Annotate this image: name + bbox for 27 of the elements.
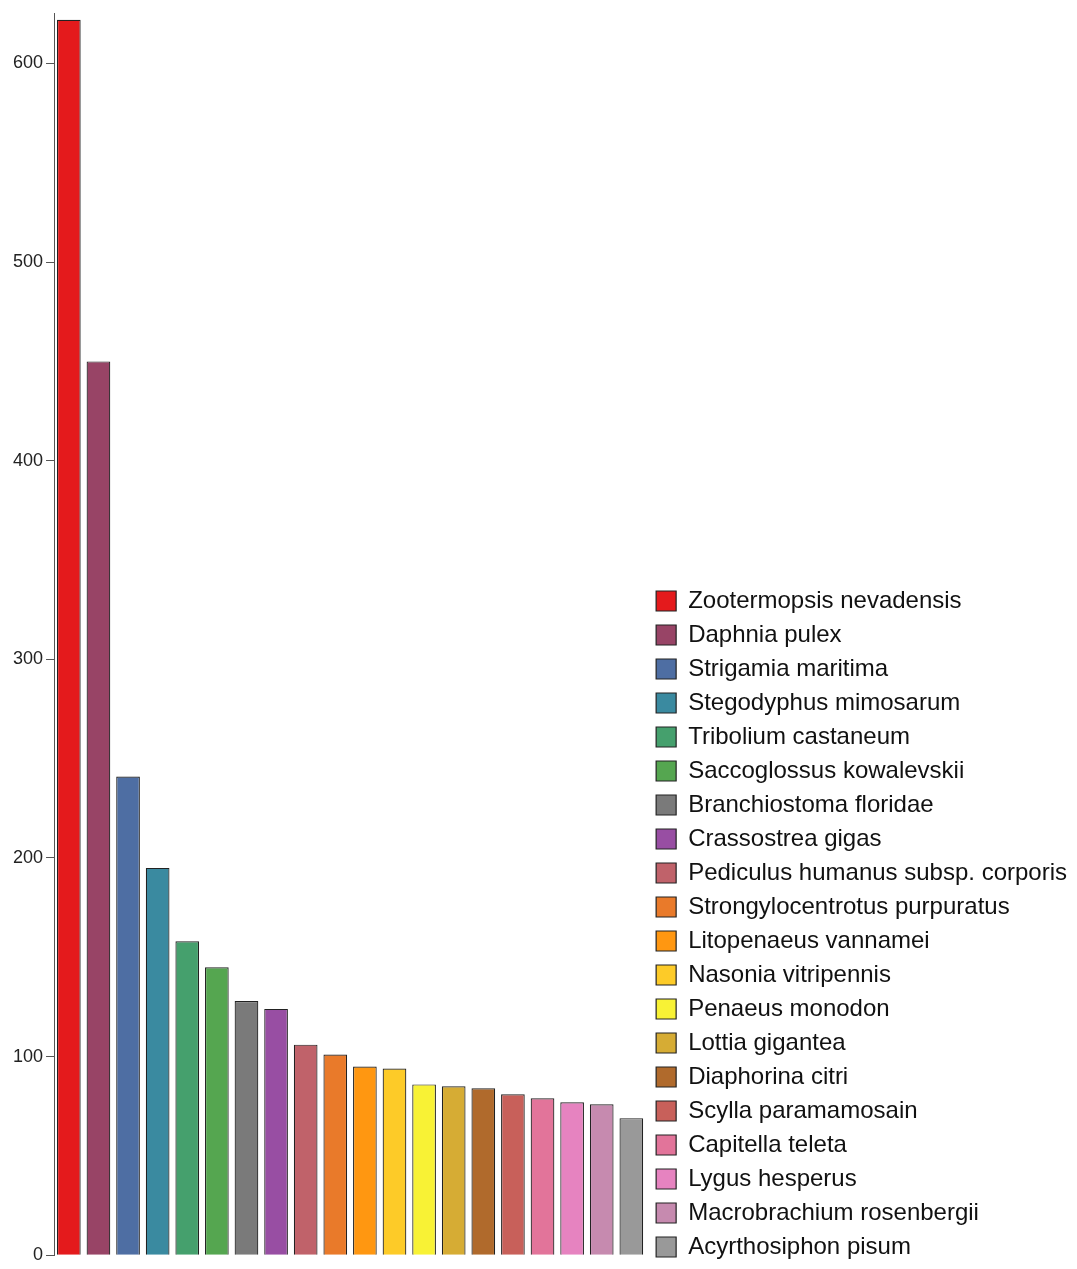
legend-label: Penaeus monodon <box>688 993 890 1021</box>
legend-label: Nasonia vitripennis <box>688 959 891 987</box>
y-tick-label: 200 <box>12 846 44 867</box>
y-tick-label: 600 <box>12 52 44 73</box>
legend-label: Branchiostoma floridae <box>688 789 934 817</box>
legend-label: Saccoglossus kowalevskii <box>688 755 965 783</box>
y-tick-label: 0 <box>33 1244 44 1265</box>
legend-label: Lottia gigantea <box>688 1027 847 1055</box>
legend-label: Litopenaeus vannamei <box>688 925 930 953</box>
legend-label: Strongylocentrotus purpuratus <box>688 891 1010 919</box>
y-tick-label: 500 <box>12 251 44 272</box>
legend-label: Diaphorina citri <box>688 1061 849 1089</box>
y-tick-label: 300 <box>12 648 44 669</box>
legend-label: Crassostrea gigas <box>688 823 882 851</box>
legend-label: Stegodyphus mimosarum <box>688 687 961 715</box>
legend-label: Daphnia pulex <box>688 619 842 647</box>
legend-label: Acyrthosiphon pisum <box>688 1231 911 1259</box>
legend-label: Lygus hesperus <box>688 1163 857 1191</box>
legend-label: Zootermopsis nevadensis <box>688 585 962 613</box>
legend-label: Pediculus humanus subsp. corporis <box>688 857 1068 885</box>
y-tick-label: 100 <box>12 1045 44 1066</box>
y-tick-label: 400 <box>12 449 44 470</box>
legend-label: Tribolium castaneum <box>688 721 910 749</box>
legend-label: Capitella teleta <box>688 1129 848 1157</box>
legend-label: Scylla paramamosain <box>688 1095 918 1123</box>
legend-label: Strigamia maritima <box>688 653 889 681</box>
legend-label: Macrobrachium rosenbergii <box>688 1197 979 1225</box>
